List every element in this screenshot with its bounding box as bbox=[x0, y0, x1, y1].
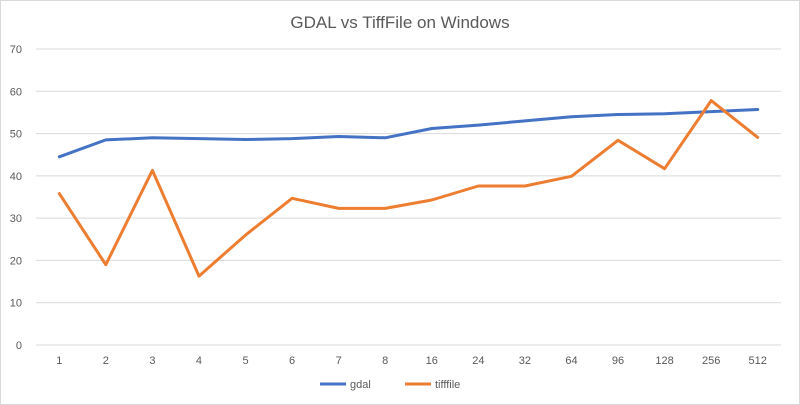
x-tick-label: 6 bbox=[289, 355, 295, 367]
x-tick-label: 5 bbox=[242, 355, 248, 367]
x-tick-label: 256 bbox=[702, 355, 720, 367]
x-tick-label: 32 bbox=[519, 355, 531, 367]
y-tick-label: 20 bbox=[10, 255, 22, 267]
legend: gdal tifffile bbox=[320, 379, 460, 391]
series-line-tifffile bbox=[57, 99, 760, 278]
y-tick-label: 30 bbox=[10, 213, 22, 225]
x-tick-label: 24 bbox=[472, 355, 484, 367]
chart-title: GDAL vs TiffFile on Windows bbox=[290, 13, 509, 32]
x-tick-label: 96 bbox=[612, 355, 624, 367]
x-tick-label: 4 bbox=[196, 355, 202, 367]
x-tick-label: 16 bbox=[426, 355, 438, 367]
x-axis-tick-labels: 1 2 3 4 5 6 7 8 16 24 32 64 96 128 256 512 bbox=[56, 355, 767, 367]
y-tick-label: 60 bbox=[10, 86, 22, 98]
y-tick-label: 50 bbox=[10, 129, 22, 141]
gridlines bbox=[36, 48, 781, 346]
x-tick-label: 2 bbox=[103, 355, 109, 367]
y-axis-tick-labels: 0 10 20 30 40 50 60 70 bbox=[10, 44, 22, 352]
y-tick-label: 40 bbox=[10, 171, 22, 183]
y-tick-label: 10 bbox=[10, 298, 22, 310]
x-tick-label: 3 bbox=[149, 355, 155, 367]
legend-label-gdal: gdal bbox=[350, 379, 371, 391]
y-tick-label: 0 bbox=[16, 340, 22, 352]
x-tick-label: 64 bbox=[565, 355, 577, 367]
x-tick-label: 512 bbox=[749, 355, 767, 367]
x-tick-label: 7 bbox=[336, 355, 342, 367]
x-tick-label: 1 bbox=[56, 355, 62, 367]
legend-label-tifffile: tifffile bbox=[435, 379, 460, 391]
x-tick-label: 8 bbox=[382, 355, 388, 367]
series-lines bbox=[57, 99, 760, 278]
y-tick-label: 70 bbox=[10, 44, 22, 56]
x-tick-label: 128 bbox=[655, 355, 673, 367]
series-line-gdal bbox=[57, 108, 760, 159]
